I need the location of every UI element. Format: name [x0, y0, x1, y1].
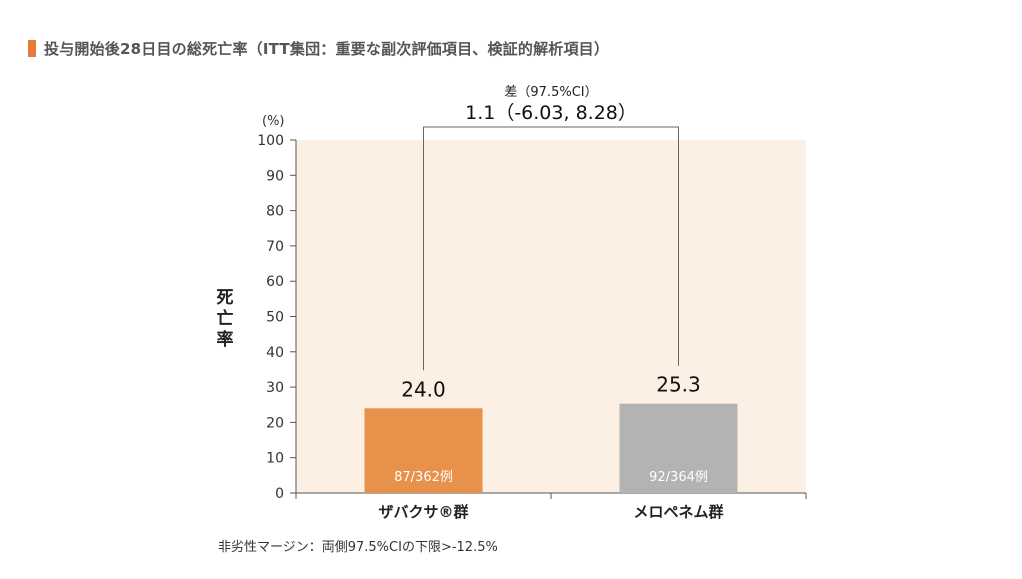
x-category-label: メロペネム群 — [633, 503, 723, 521]
bar-value-label: 25.3 — [656, 373, 701, 397]
y-axis-label-char: 亡 — [217, 308, 234, 329]
y-tick-label: 80 — [266, 204, 284, 220]
y-tick-label: 10 — [266, 451, 284, 467]
y-axis-label-char: 率 — [217, 329, 234, 350]
difference-label: 差（97.5%CI） — [504, 85, 597, 100]
difference-value: 1.1（-6.03, 8.28） — [465, 102, 637, 124]
footnote: 非劣性マージン：両側97.5%CIの下限>-12.5% — [218, 540, 498, 555]
bar — [619, 403, 738, 493]
x-category-label: ザバクサ®群 — [378, 503, 468, 521]
y-tick-label: 30 — [266, 380, 284, 396]
y-unit-label: (%) — [262, 114, 285, 129]
y-tick-label: 60 — [266, 274, 284, 290]
difference-bracket — [423, 126, 679, 371]
y-tick-label: 100 — [257, 133, 284, 149]
chart-title: 投与開始後28日目の総死亡率（ITT集団：重要な副次評価項目、検証的解析項目） — [28, 38, 609, 59]
bar-count-label: 92/364例 — [649, 470, 708, 485]
y-tick-label: 40 — [266, 345, 284, 361]
y-axis-label-char: 死 — [217, 288, 234, 308]
y-tick-label: 0 — [275, 486, 284, 502]
y-tick-label: 70 — [266, 239, 284, 255]
bar — [364, 408, 483, 493]
y-tick-label: 90 — [266, 168, 284, 184]
bar-value-label: 24.0 — [401, 377, 446, 401]
chart-title-text: 投与開始後28日目の総死亡率（ITT集団：重要な副次評価項目、検証的解析項目） — [44, 40, 610, 58]
y-tick-label: 50 — [266, 310, 284, 326]
title-marker — [28, 40, 36, 57]
y-tick-label: 20 — [266, 415, 284, 431]
bar-count-label: 87/362例 — [394, 470, 453, 485]
